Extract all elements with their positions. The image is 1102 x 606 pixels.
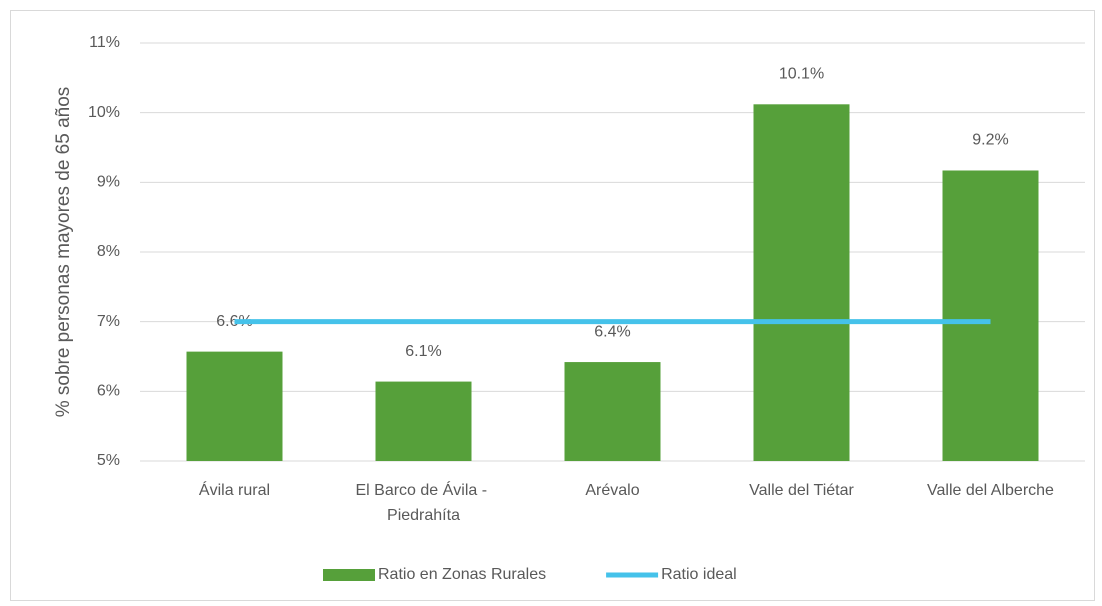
bar <box>942 170 1039 462</box>
x-tick-label: El Barco de Ávila - Piedrahíta <box>355 480 491 524</box>
y-tick-label: 8% <box>97 243 120 260</box>
x-tick-label: Arévalo <box>585 482 639 499</box>
chart-border <box>10 10 1095 601</box>
y-tick-label: 7% <box>97 313 120 330</box>
data-label: 6.4% <box>594 323 630 340</box>
y-tick-label: 9% <box>97 174 120 191</box>
y-axis-title: % sobre personas mayores de 65 años <box>53 87 74 418</box>
x-tick-label: Valle del Alberche <box>927 482 1054 499</box>
x-tick-label: Ávila rural <box>199 480 270 499</box>
bar <box>186 351 283 461</box>
bar <box>375 381 472 461</box>
legend-label: Ratio ideal <box>661 566 737 583</box>
y-tick-label: 10% <box>88 104 120 121</box>
data-label: 9.2% <box>972 132 1008 149</box>
x-tick-label: Valle del Tiétar <box>749 482 854 499</box>
legend-label: Ratio en Zonas Rurales <box>378 566 546 583</box>
y-tick-label: 11% <box>89 34 120 51</box>
y-tick-label: 5% <box>97 452 120 469</box>
bar <box>753 104 850 461</box>
y-tick-label: 6% <box>97 383 120 400</box>
data-label: 10.1% <box>779 66 824 83</box>
data-label: 6.1% <box>405 343 441 360</box>
legend-swatch <box>323 569 375 581</box>
bar <box>564 362 661 461</box>
